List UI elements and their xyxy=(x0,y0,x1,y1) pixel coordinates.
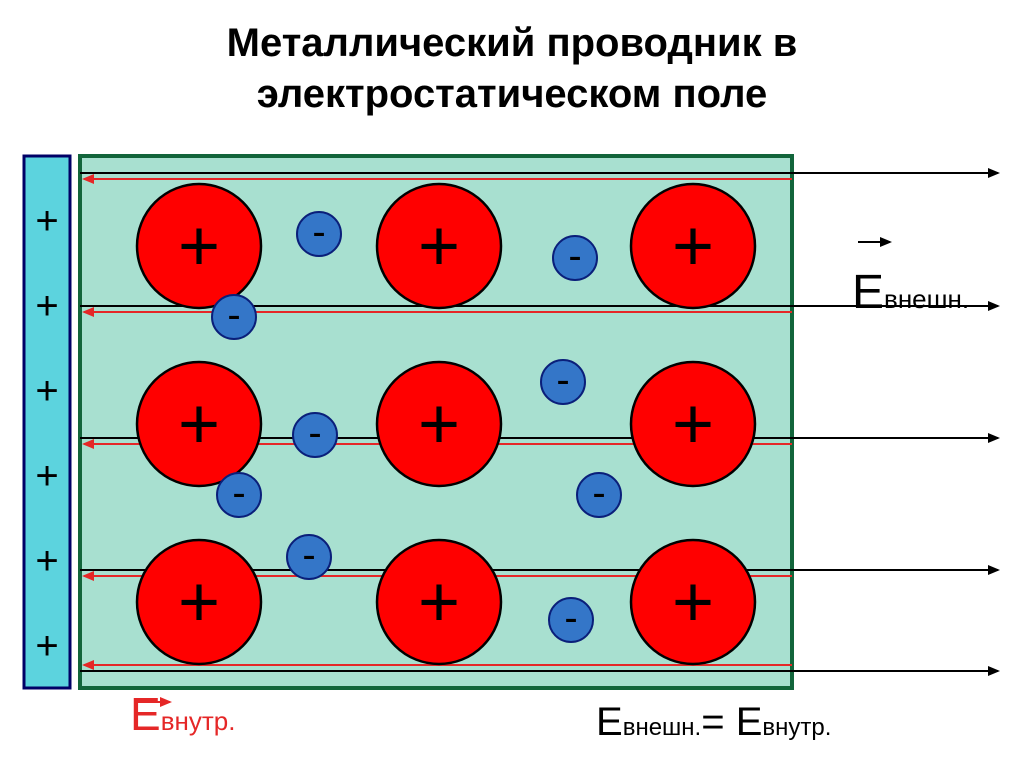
slide: Металлический проводник в электростатиче… xyxy=(0,0,1024,767)
electron-label: - xyxy=(302,533,315,577)
electron-label: - xyxy=(592,471,605,515)
ion-label: + xyxy=(178,562,220,642)
plate-plus: + xyxy=(35,284,58,328)
electron-label: - xyxy=(308,411,321,455)
ion-label: + xyxy=(418,206,460,286)
ion-label: + xyxy=(178,206,220,286)
plate-plus: + xyxy=(35,454,58,498)
electron-label: - xyxy=(232,471,245,515)
plate-plus: + xyxy=(35,199,58,243)
plate-plus: + xyxy=(35,369,58,413)
electron-label: - xyxy=(556,358,569,402)
plate-plus: + xyxy=(35,539,58,583)
electron-label: - xyxy=(312,210,325,254)
ion-label: + xyxy=(672,562,714,642)
equation-label: Евнешн.= Евнутр. xyxy=(596,700,831,744)
ion-label: + xyxy=(672,206,714,286)
ion-label: + xyxy=(418,384,460,464)
e-inner-label: Евнутр. xyxy=(130,688,235,740)
electron-label: - xyxy=(564,596,577,640)
ion-label: + xyxy=(418,562,460,642)
ion-label: + xyxy=(178,384,220,464)
e-outer-label: Евнешн. xyxy=(852,266,969,319)
electron-label: - xyxy=(227,293,240,337)
plate-plus: + xyxy=(35,624,58,668)
diagram-svg: +++++++++++++++---------Евнешн.Евнутр.Ев… xyxy=(0,0,1024,767)
ion-label: + xyxy=(672,384,714,464)
electron-label: - xyxy=(568,234,581,278)
